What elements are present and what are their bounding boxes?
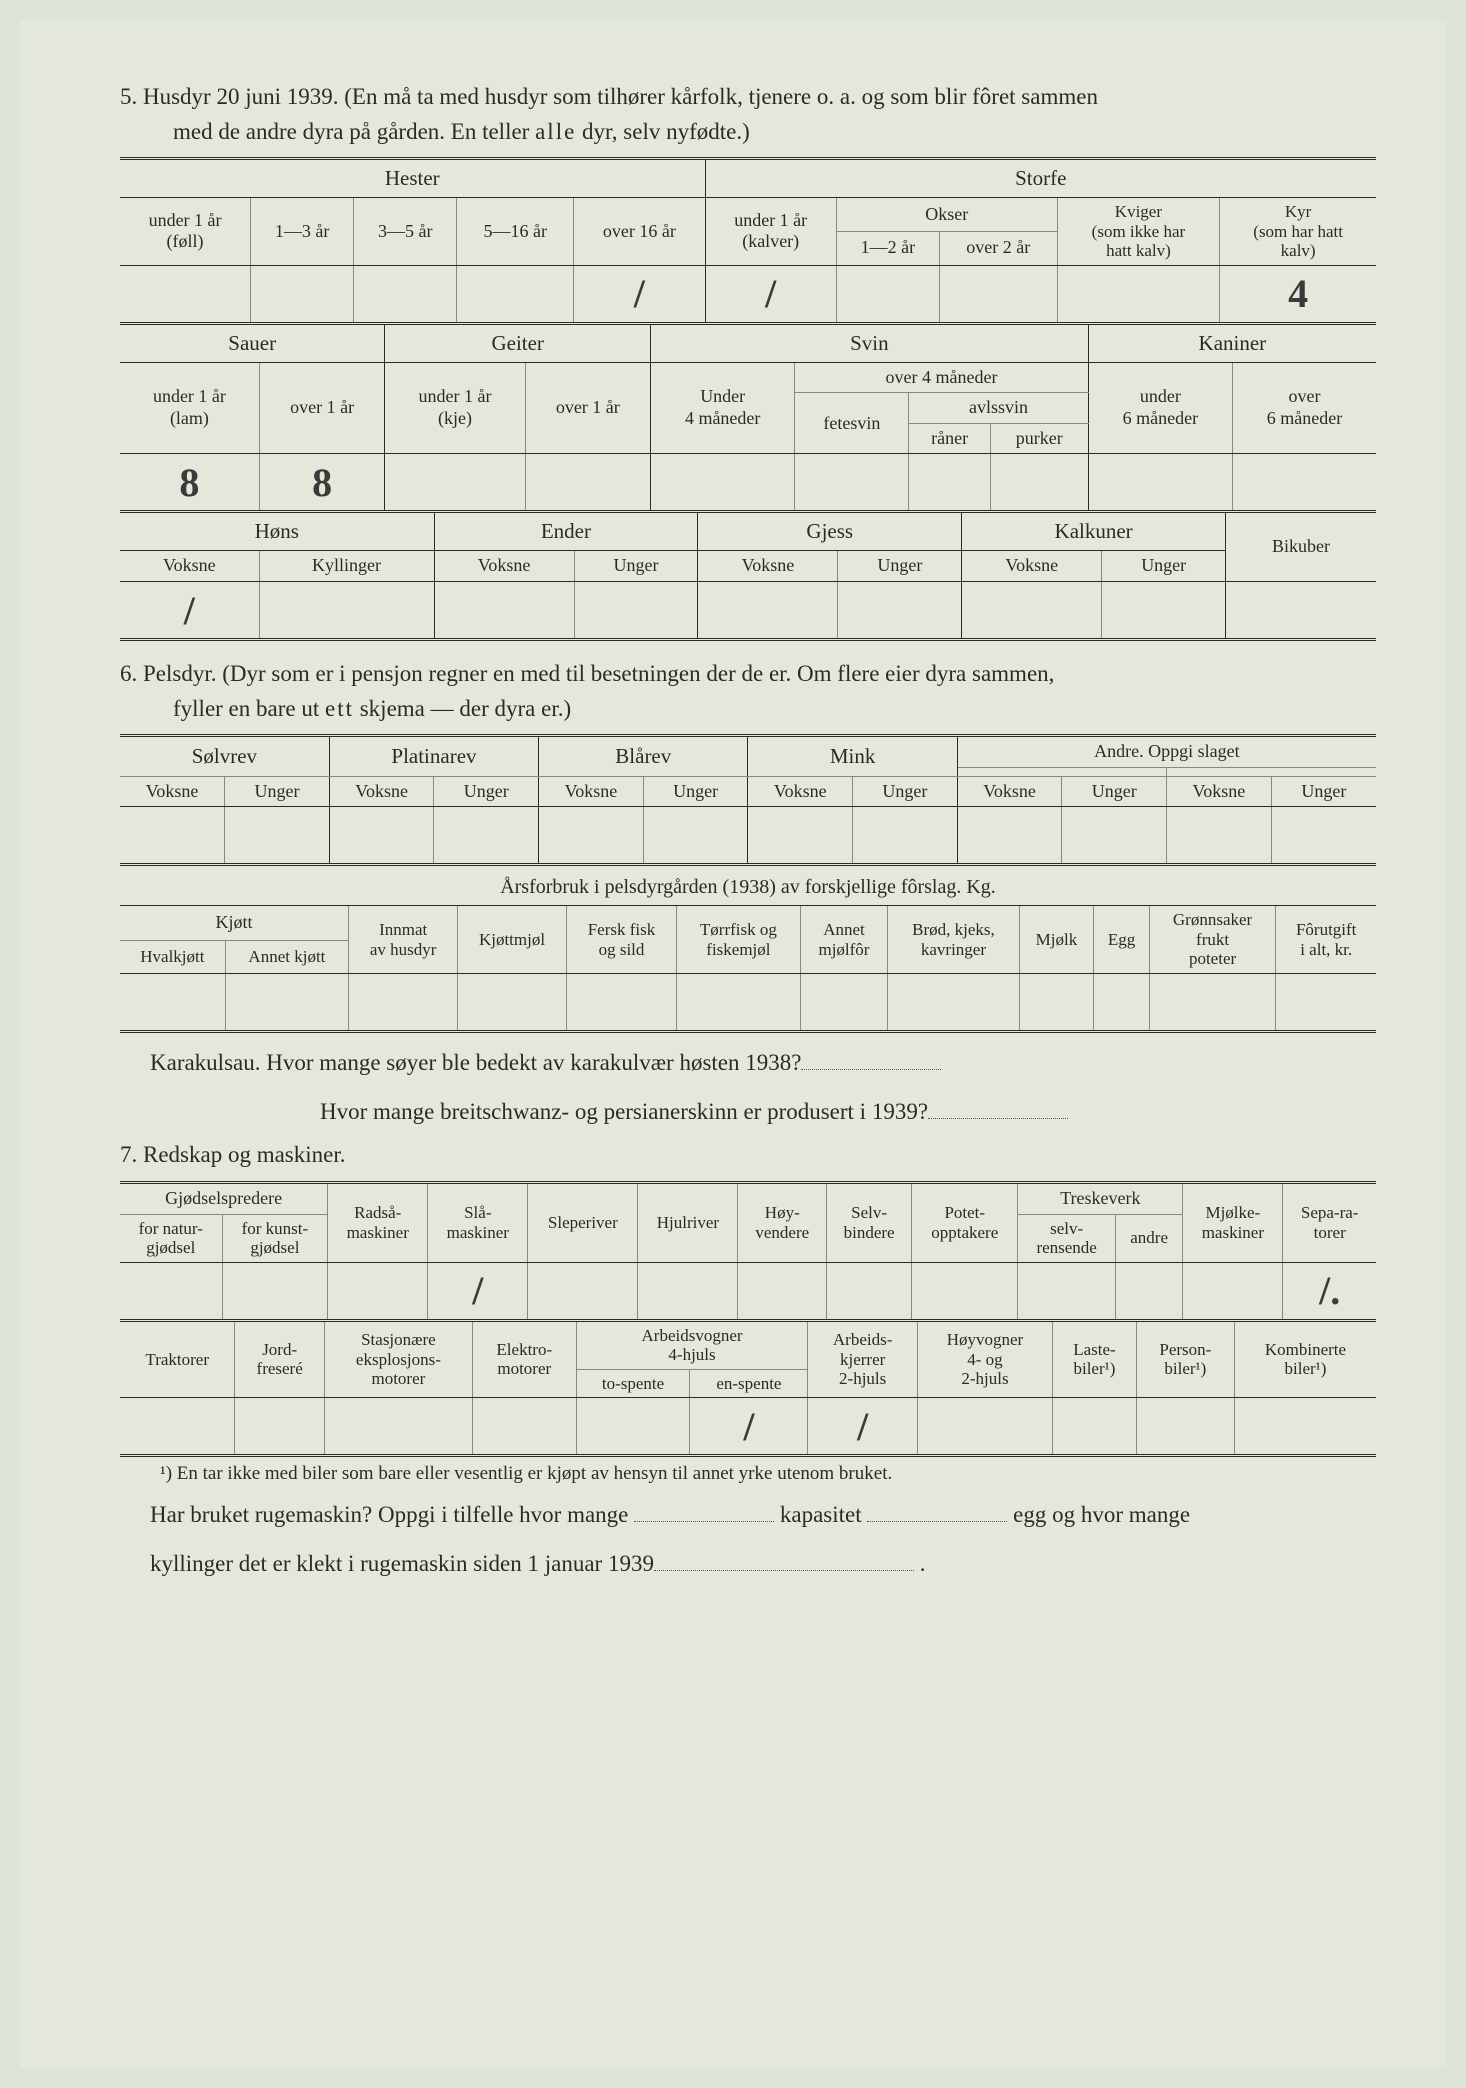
col-okser: Okser	[836, 198, 1057, 231]
rugemaskin-q2: kyllinger det er klekt i rugemaskin side…	[150, 1546, 1376, 1583]
header-hester: Hester	[120, 160, 705, 197]
row-fjorfe: /	[120, 582, 1376, 638]
table-hester-storfe: Hester Storfe under 1 år (føll) 1—3 år 3…	[120, 160, 1376, 322]
col-hester-0: under 1 år (føll)	[120, 198, 251, 265]
section-5-title: 5. Husdyr 20 juni 1939. (En må ta med hu…	[120, 80, 1376, 149]
table-pelsdyr: Sølvrev Platinarev Blårev Mink Andre. Op…	[120, 737, 1376, 863]
row-redskap-1: / /.	[120, 1263, 1376, 1319]
table-fjorfe: Høns Ender Gjess Kalkuner Bikuber Voksne…	[120, 513, 1376, 638]
row-redskap-2: / /	[120, 1398, 1376, 1454]
row-hester-storfe: / / 4	[120, 266, 1376, 322]
row-sauer-svin: 8 8	[120, 454, 1376, 510]
col-kviger: Kviger (som ikke har hatt kalv)	[1057, 198, 1220, 265]
col-okser-0: 1—2 år	[836, 231, 939, 264]
header-storfe: Storfe	[705, 160, 1376, 197]
karakul-q1: Karakulsau. Hvor mange søyer ble bedekt …	[150, 1045, 1376, 1082]
table-redskap-1: Gjødselspredere Radså- maskiner Slå- mas…	[120, 1184, 1376, 1319]
row-pelsdyr	[120, 807, 1376, 863]
header-kaniner: Kaniner	[1088, 325, 1376, 362]
table-sauer-svin: Sauer Geiter Svin Kaniner under 1 år (la…	[120, 325, 1376, 511]
feed-title: Årsforbruk i pelsdyrgården (1938) av for…	[120, 876, 1376, 899]
section-6-title: 6. Pelsdyr. (Dyr som er i pensjon regner…	[120, 657, 1376, 726]
col-hester-1: 1—3 år	[251, 198, 354, 265]
col-kyr: Kyr (som har hatt kalv)	[1220, 198, 1376, 265]
footnote-biler: ¹) En tar ikke med biler som bare eller …	[160, 1463, 1376, 1485]
section-7-title: 7. Redskap og maskiner.	[120, 1138, 1376, 1173]
header-sauer: Sauer	[120, 325, 385, 362]
table-redskap-2: Traktorer Jord- freseré Stasjonære ekspl…	[120, 1322, 1376, 1455]
col-storfe-under1: under 1 år (kalver)	[705, 198, 836, 265]
table-forbruk: Kjøtt Innmat av husdyr Kjøttmjøl Fersk f…	[120, 906, 1376, 1030]
header-geiter: Geiter	[385, 325, 651, 362]
census-form-page: 5. Husdyr 20 juni 1939. (En må ta med hu…	[20, 20, 1446, 2068]
karakul-q2: Hvor mange breitschwanz- og persianerski…	[320, 1094, 1376, 1131]
header-svin: Svin	[651, 325, 1089, 362]
col-hester-2: 3—5 år	[354, 198, 457, 265]
rugemaskin-q1: Har bruket rugemaskin? Oppgi i tilfelle …	[150, 1497, 1376, 1534]
col-okser-1: over 2 år	[939, 231, 1057, 264]
row-forbruk	[120, 974, 1376, 1030]
col-hester-4: over 16 år	[574, 198, 705, 265]
col-hester-3: 5—16 år	[457, 198, 574, 265]
